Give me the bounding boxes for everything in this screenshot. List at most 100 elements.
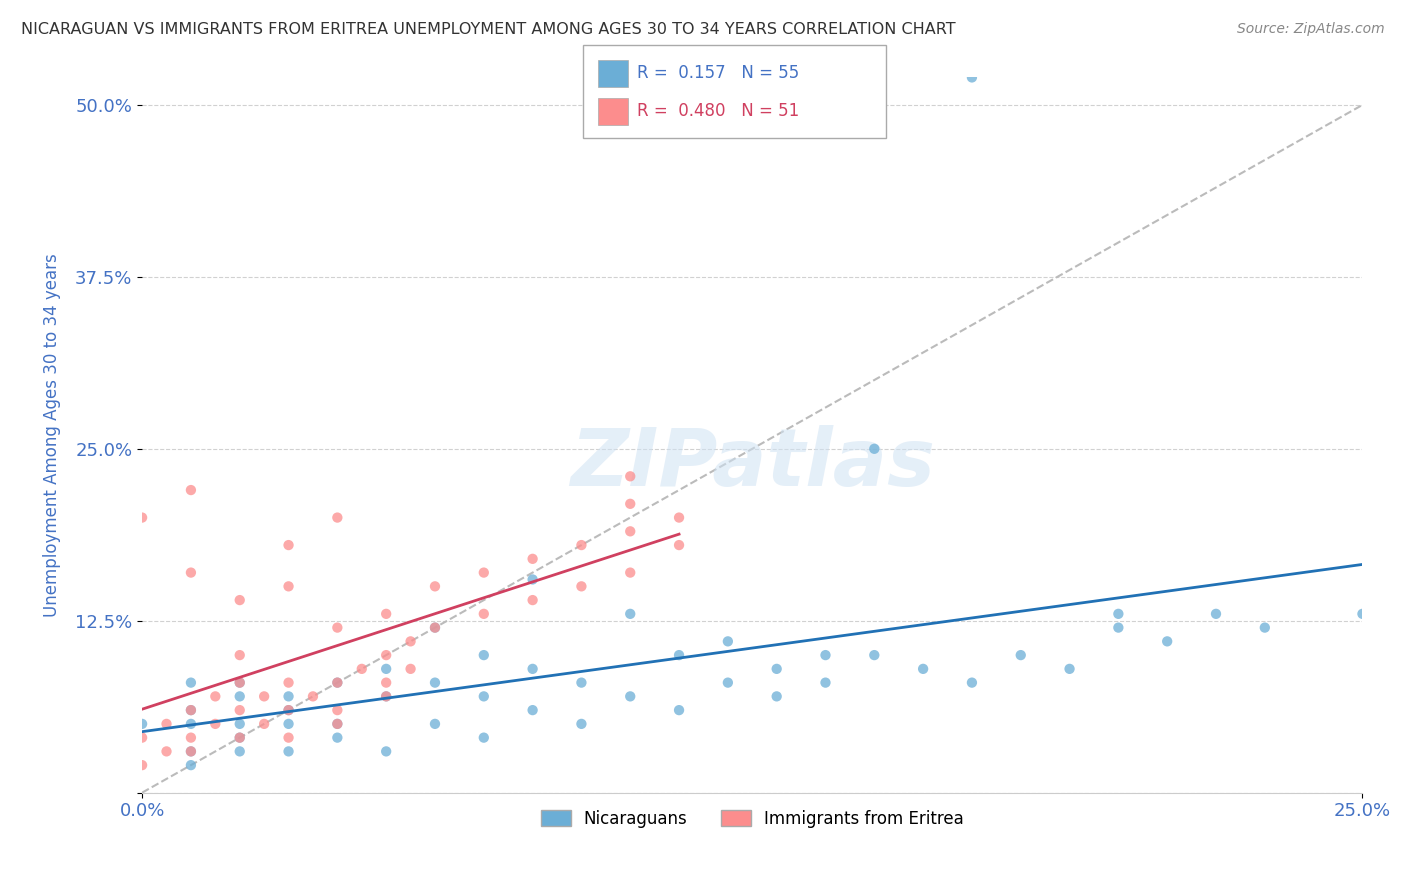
Point xyxy=(277,703,299,717)
Point xyxy=(522,662,544,676)
Point xyxy=(863,648,886,662)
Point xyxy=(180,744,202,758)
Text: NICARAGUAN VS IMMIGRANTS FROM ERITREA UNEMPLOYMENT AMONG AGES 30 TO 34 YEARS COR: NICARAGUAN VS IMMIGRANTS FROM ERITREA UN… xyxy=(21,22,956,37)
Point xyxy=(375,690,398,704)
Legend: Nicaraguans, Immigrants from Eritrea: Nicaraguans, Immigrants from Eritrea xyxy=(534,803,970,834)
Point xyxy=(131,510,153,524)
Point xyxy=(375,662,398,676)
Text: Source: ZipAtlas.com: Source: ZipAtlas.com xyxy=(1237,22,1385,37)
Point xyxy=(229,703,252,717)
Point xyxy=(277,690,299,704)
Point xyxy=(571,675,593,690)
Point xyxy=(277,675,299,690)
Point xyxy=(619,566,641,580)
Point xyxy=(229,731,252,745)
Point xyxy=(1351,607,1374,621)
Point xyxy=(326,717,349,731)
Point xyxy=(180,717,202,731)
Point xyxy=(668,510,690,524)
Point xyxy=(399,634,422,648)
Point xyxy=(180,703,202,717)
Point xyxy=(326,675,349,690)
Y-axis label: Unemployment Among Ages 30 to 34 years: Unemployment Among Ages 30 to 34 years xyxy=(44,253,60,617)
Point xyxy=(131,758,153,772)
Point xyxy=(912,662,935,676)
Point xyxy=(668,703,690,717)
Point xyxy=(863,442,886,456)
Point xyxy=(423,675,446,690)
Point xyxy=(522,593,544,607)
Point xyxy=(180,703,202,717)
Point xyxy=(619,690,641,704)
Point xyxy=(155,717,177,731)
Point xyxy=(571,579,593,593)
Point xyxy=(1205,607,1227,621)
Point xyxy=(423,717,446,731)
Point xyxy=(229,717,252,731)
Point xyxy=(204,690,226,704)
Point xyxy=(253,717,276,731)
Point xyxy=(302,690,325,704)
Point xyxy=(814,675,837,690)
Point xyxy=(423,621,446,635)
Point xyxy=(1107,621,1129,635)
Point xyxy=(180,566,202,580)
Point xyxy=(717,634,740,648)
Point xyxy=(522,703,544,717)
Point xyxy=(350,662,373,676)
Text: ZIPatlas: ZIPatlas xyxy=(569,425,935,503)
Point xyxy=(229,675,252,690)
Point xyxy=(619,497,641,511)
Point xyxy=(522,551,544,566)
Point xyxy=(229,593,252,607)
Point xyxy=(326,703,349,717)
Point xyxy=(472,607,495,621)
Point xyxy=(277,731,299,745)
Point xyxy=(277,744,299,758)
Point xyxy=(472,690,495,704)
Point xyxy=(423,579,446,593)
Point xyxy=(204,717,226,731)
Point xyxy=(131,717,153,731)
Point xyxy=(619,469,641,483)
Point xyxy=(229,690,252,704)
Point xyxy=(229,731,252,745)
Point xyxy=(472,648,495,662)
Point xyxy=(375,607,398,621)
Point xyxy=(277,538,299,552)
Point xyxy=(180,675,202,690)
Point xyxy=(229,744,252,758)
Point xyxy=(423,621,446,635)
Point xyxy=(668,648,690,662)
Point xyxy=(765,690,787,704)
Point xyxy=(253,690,276,704)
Point xyxy=(472,566,495,580)
Point xyxy=(277,703,299,717)
Point xyxy=(668,538,690,552)
Point xyxy=(960,70,983,85)
Point xyxy=(1010,648,1032,662)
Point xyxy=(619,524,641,539)
Point xyxy=(814,648,837,662)
Point xyxy=(326,675,349,690)
Point xyxy=(229,648,252,662)
Point xyxy=(472,731,495,745)
Point xyxy=(155,744,177,758)
Point xyxy=(180,731,202,745)
Point xyxy=(765,662,787,676)
Point xyxy=(1254,621,1277,635)
Point xyxy=(180,483,202,497)
Point xyxy=(180,758,202,772)
Point xyxy=(277,717,299,731)
Point xyxy=(375,675,398,690)
Point xyxy=(375,744,398,758)
Point xyxy=(1059,662,1081,676)
Text: R =  0.480   N = 51: R = 0.480 N = 51 xyxy=(637,103,799,120)
Text: R =  0.157   N = 55: R = 0.157 N = 55 xyxy=(637,64,799,82)
Point xyxy=(571,717,593,731)
Point xyxy=(375,690,398,704)
Point xyxy=(326,731,349,745)
Point xyxy=(131,731,153,745)
Point xyxy=(326,717,349,731)
Point xyxy=(277,579,299,593)
